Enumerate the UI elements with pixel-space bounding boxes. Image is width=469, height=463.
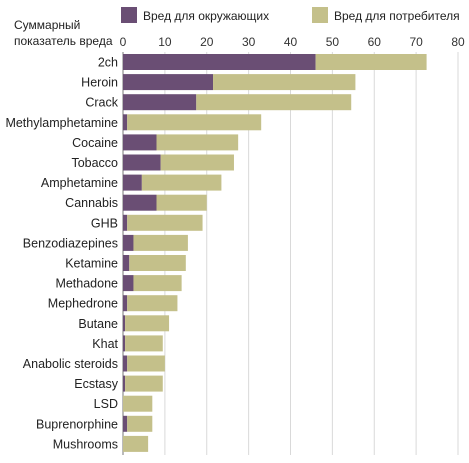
bar-others-15 bbox=[123, 355, 128, 372]
y-axis-title-line-1: Суммарный bbox=[14, 18, 80, 32]
bar-user-12 bbox=[127, 295, 178, 312]
x-tick-label-30: 30 bbox=[242, 35, 256, 49]
bar-others-14 bbox=[123, 335, 126, 352]
category-label: Benzodiazepines bbox=[23, 236, 118, 250]
category-label: 2ch bbox=[98, 56, 118, 70]
x-tick-label-70: 70 bbox=[409, 35, 423, 49]
legend: Вред для окружающих Вред для потребителя bbox=[121, 7, 460, 23]
x-tick-label-50: 50 bbox=[326, 35, 340, 49]
x-tick-label-40: 40 bbox=[284, 35, 298, 49]
bar-user-5 bbox=[160, 154, 234, 171]
bar-user-2 bbox=[196, 94, 352, 111]
bar-others-11 bbox=[123, 275, 134, 292]
bar-user-10 bbox=[129, 255, 186, 271]
bar-others-8 bbox=[123, 214, 128, 231]
bar-user-19 bbox=[123, 435, 149, 452]
bar-others-9 bbox=[123, 234, 134, 251]
category-label: Methadone bbox=[55, 277, 118, 291]
category-label: Ecstasy bbox=[74, 377, 119, 391]
category-label: Khat bbox=[92, 337, 118, 351]
category-label: Buprenorphine bbox=[36, 417, 118, 431]
bar-user-7 bbox=[156, 194, 207, 211]
category-label: Heroin bbox=[81, 76, 118, 90]
category-label: LSD bbox=[94, 397, 118, 411]
category-label: Tobacco bbox=[71, 156, 118, 170]
bar-user-18 bbox=[127, 415, 153, 432]
x-tick-label-0: 0 bbox=[120, 35, 127, 49]
bar-user-8 bbox=[127, 214, 203, 231]
bar-user-9 bbox=[133, 234, 188, 251]
bar-others-13 bbox=[123, 315, 126, 332]
grid-lines bbox=[122, 52, 459, 455]
category-labels: 2ch Heroin Crack Methylamphetamine Cocaine To… bbox=[5, 56, 118, 452]
legend-swatch-others bbox=[121, 7, 137, 23]
bar-user-0 bbox=[315, 54, 427, 70]
legend-swatch-user bbox=[312, 7, 328, 23]
bar-others-12 bbox=[123, 295, 128, 312]
legend-label-user: Вред для потребителя bbox=[334, 9, 460, 23]
bar-user-11 bbox=[133, 275, 182, 292]
category-label: Mephedrone bbox=[48, 297, 118, 311]
category-label: Anabolic steroids bbox=[23, 357, 118, 371]
bar-user-3 bbox=[127, 114, 262, 131]
bar-user-6 bbox=[141, 174, 222, 191]
category-label: Crack bbox=[85, 96, 118, 110]
bar-others-1 bbox=[123, 74, 214, 91]
x-tick-label-60: 60 bbox=[368, 35, 382, 49]
category-label: Butane bbox=[78, 317, 118, 331]
x-tick-labels: 0 10 20 30 40 50 60 70 80 bbox=[120, 35, 465, 49]
bar-others-4 bbox=[123, 134, 157, 151]
category-label: GHB bbox=[91, 216, 118, 230]
legend-label-others: Вред для окружающих bbox=[143, 9, 269, 23]
bar-others-3 bbox=[123, 114, 128, 131]
bar-others-18 bbox=[123, 415, 128, 432]
bar-user-4 bbox=[156, 134, 239, 151]
bar-others-5 bbox=[123, 154, 161, 171]
bar-user-17 bbox=[123, 395, 153, 412]
bar-others-16 bbox=[123, 375, 126, 392]
category-label: Amphetamine bbox=[41, 176, 118, 190]
bar-user-13 bbox=[125, 315, 170, 332]
category-label: Ketamine bbox=[65, 257, 118, 271]
category-label: Mushrooms bbox=[53, 437, 118, 451]
x-tick-label-10: 10 bbox=[158, 35, 172, 49]
category-label: Cannabis bbox=[65, 196, 118, 210]
y-axis-title-line-2: показатель вреда bbox=[14, 34, 113, 48]
bar-user-15 bbox=[127, 355, 165, 372]
x-tick-label-80: 80 bbox=[451, 35, 465, 49]
bar-user-14 bbox=[125, 335, 163, 352]
bar-user-16 bbox=[125, 375, 163, 392]
x-tick-label-20: 20 bbox=[200, 35, 214, 49]
bar-others-10 bbox=[123, 255, 130, 271]
bar-others-6 bbox=[123, 174, 142, 191]
bars bbox=[123, 54, 427, 452]
bar-user-1 bbox=[213, 74, 356, 91]
bar-others-7 bbox=[123, 194, 157, 211]
bar-others-0 bbox=[123, 54, 316, 70]
category-label: Methylamphetamine bbox=[5, 116, 118, 130]
category-label: Cocaine bbox=[72, 136, 118, 150]
bar-others-2 bbox=[123, 94, 197, 111]
